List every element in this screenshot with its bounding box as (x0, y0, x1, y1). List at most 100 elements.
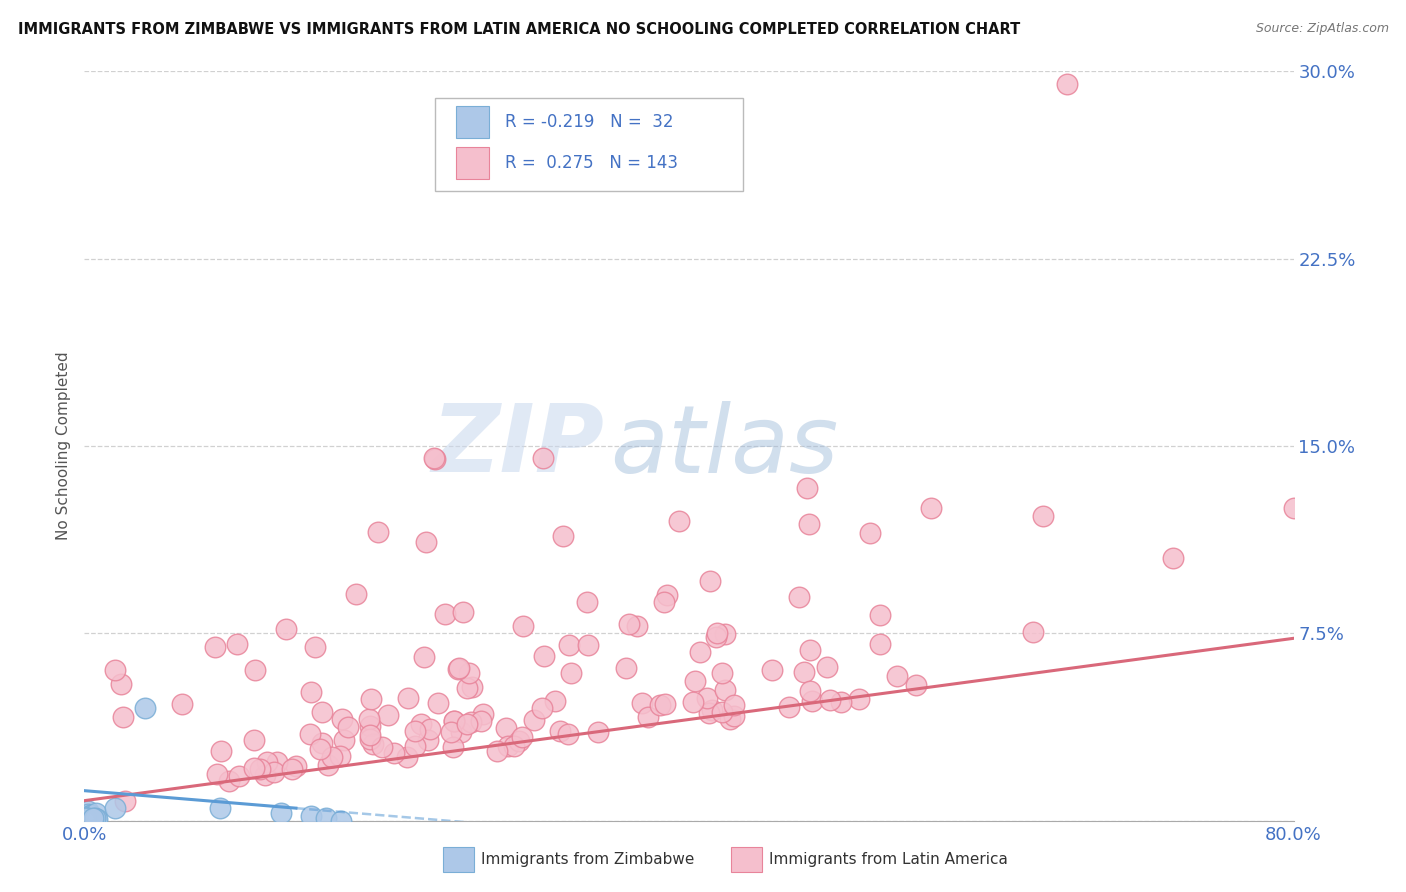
Point (76, 813, 98, 827)
Point (73, 813, 96, 827)
Point (626, 619, 648, 633)
Point (485, 744, 508, 758)
Point (396, 691, 419, 706)
Point (637, 709, 659, 723)
Point (207, 767, 229, 781)
Point (689, 645, 711, 659)
Point (761, 663, 783, 677)
Point (496, 739, 519, 753)
Point (82, 811, 104, 825)
Text: R =  0.275   N = 143: R = 0.275 N = 143 (505, 154, 678, 172)
Point (266, 755, 288, 769)
Point (682, 695, 704, 709)
Point (778, 700, 800, 714)
Point (668, 514, 690, 528)
Point (576, 639, 599, 653)
Point (404, 724, 426, 739)
Point (84, 814, 107, 828)
Point (204, 640, 226, 655)
Point (344, 587, 367, 601)
Point (787, 591, 810, 605)
Point (723, 698, 745, 713)
Point (800, 694, 823, 708)
Text: IMMIGRANTS FROM ZIMBABWE VS IMMIGRANTS FROM LATIN AMERICA NO SCHOOLING COMPLETED: IMMIGRANTS FROM ZIMBABWE VS IMMIGRANTS F… (18, 22, 1021, 37)
Point (330, 712, 353, 726)
Point (443, 714, 465, 728)
Point (76, 814, 98, 828)
Point (718, 712, 741, 726)
Point (427, 696, 450, 710)
Point (80, 808, 103, 822)
Point (619, 616, 641, 631)
Point (451, 605, 474, 619)
Point (311, 706, 333, 720)
Point (512, 619, 534, 633)
Point (859, 526, 882, 541)
Point (456, 717, 478, 731)
Point (256, 756, 278, 770)
Point (699, 706, 721, 720)
Point (243, 663, 266, 677)
Point (1022, 625, 1045, 640)
Point (683, 673, 706, 688)
Point (311, 736, 333, 750)
Point (270, 806, 292, 821)
Point (586, 724, 609, 739)
Point (299, 685, 322, 699)
Point (330, 814, 353, 828)
Point (706, 625, 728, 640)
Text: Immigrants from Latin America: Immigrants from Latin America (769, 853, 1008, 867)
Point (263, 765, 285, 780)
Point (799, 684, 821, 698)
Point (648, 698, 671, 713)
Point (308, 742, 330, 756)
Point (76, 811, 98, 825)
Point (281, 762, 304, 776)
Point (799, 643, 821, 657)
Point (443, 714, 465, 728)
Point (285, 758, 308, 772)
Point (419, 722, 441, 736)
Point (359, 718, 381, 732)
Point (367, 525, 389, 540)
Point (359, 728, 381, 742)
Point (86, 806, 108, 821)
Point (77, 810, 100, 824)
Point (471, 706, 494, 721)
Point (315, 811, 337, 825)
Point (253, 768, 276, 782)
Point (75, 810, 97, 824)
Point (361, 737, 384, 751)
Point (412, 649, 434, 664)
Point (249, 763, 271, 777)
Point (1056, 77, 1078, 91)
Point (700, 703, 723, 717)
Text: Source: ZipAtlas.com: Source: ZipAtlas.com (1256, 22, 1389, 36)
Point (382, 746, 405, 760)
Point (425, 452, 447, 467)
Point (460, 680, 482, 694)
Point (631, 696, 654, 710)
Point (886, 669, 908, 683)
Point (321, 750, 343, 764)
Point (86, 812, 108, 826)
Point (415, 534, 437, 549)
Point (714, 682, 737, 697)
Point (457, 665, 479, 680)
Point (450, 724, 472, 739)
Point (796, 481, 818, 495)
Point (502, 739, 524, 753)
Point (73, 814, 96, 828)
Point (134, 701, 156, 715)
Point (77, 812, 100, 826)
Point (723, 709, 745, 723)
Point (84, 811, 107, 825)
Point (332, 732, 354, 747)
Point (495, 721, 517, 735)
Point (460, 714, 482, 729)
Point (510, 730, 533, 744)
Point (848, 692, 870, 706)
Point (652, 594, 675, 608)
Point (80, 808, 103, 822)
Point (316, 757, 339, 772)
